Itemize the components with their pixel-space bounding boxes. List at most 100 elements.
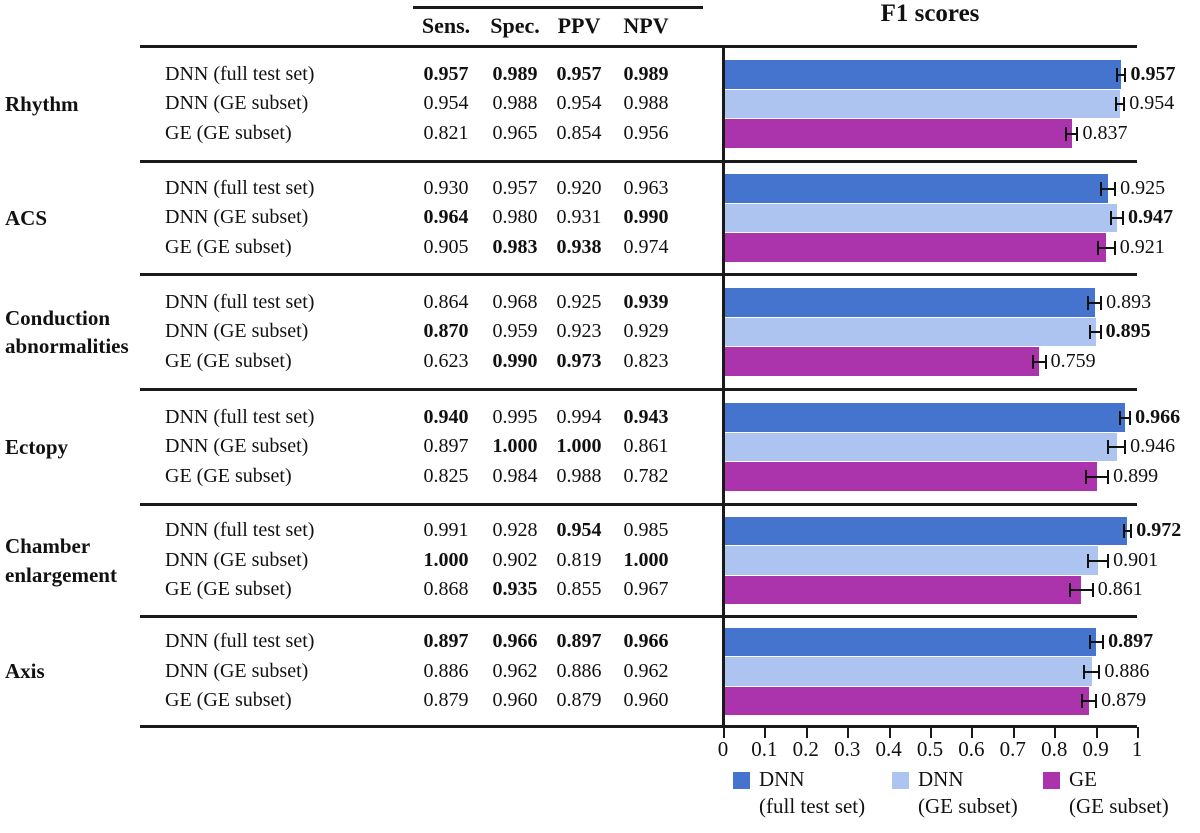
chart-y-axis-line bbox=[722, 45, 725, 728]
x-axis-tick bbox=[764, 727, 767, 738]
metric-value: 0.959 bbox=[492, 320, 538, 343]
error-bar bbox=[1107, 440, 1127, 454]
f1-bar bbox=[725, 462, 1098, 491]
model-label: GE (GE subset) bbox=[165, 578, 292, 601]
metric-value: 0.988 bbox=[623, 92, 669, 115]
f1-value-label: 0.925 bbox=[1120, 176, 1166, 199]
x-axis-tick bbox=[1012, 727, 1015, 738]
legend-label-detail: (full test set) bbox=[759, 794, 866, 818]
error-bar bbox=[1086, 553, 1110, 568]
metric-value: 0.962 bbox=[492, 659, 538, 682]
metric-value: 0.994 bbox=[556, 405, 602, 428]
metric-value: 0.991 bbox=[423, 519, 469, 542]
model-label: GE (GE subset) bbox=[165, 349, 292, 372]
metric-header-rule bbox=[413, 6, 703, 9]
metric-value: 0.861 bbox=[623, 435, 669, 458]
error-bar bbox=[1064, 126, 1079, 141]
metric-value: 0.957 bbox=[423, 62, 469, 85]
x-axis-tick bbox=[1095, 727, 1098, 738]
f1-value-label: 0.879 bbox=[1101, 689, 1147, 712]
metric-value: 1.000 bbox=[623, 548, 669, 571]
legend-swatch bbox=[733, 772, 750, 789]
metric-value: 0.990 bbox=[492, 349, 538, 372]
metric-value: 1.000 bbox=[492, 435, 538, 458]
table-row: GE (GE subset) 0.821 0.965 0.854 0.956 0.837 bbox=[0, 119, 1200, 149]
table-row: DNN (full test set) 0.864 0.968 0.925 0.939 0… bbox=[0, 288, 1200, 318]
metric-value: 1.000 bbox=[556, 435, 602, 458]
metric-value: 0.879 bbox=[423, 689, 469, 712]
model-label: DNN (full test set) bbox=[165, 290, 315, 313]
metric-value: 0.879 bbox=[556, 689, 602, 712]
category-label: Axis bbox=[5, 659, 45, 684]
metric-value: 0.954 bbox=[556, 519, 602, 542]
category-group: Ectopy DNN (full test set) 0.940 0.995 0.994… bbox=[0, 391, 1200, 503]
error-bar bbox=[1114, 97, 1126, 111]
f1-bar bbox=[725, 546, 1098, 575]
table-bottom-rule bbox=[140, 725, 1137, 728]
metric-value: 0.974 bbox=[623, 235, 669, 258]
table-top-rule bbox=[140, 45, 1137, 48]
f1-value-label: 0.957 bbox=[1130, 62, 1176, 85]
category-label: Ectopy bbox=[5, 434, 68, 459]
metric-value: 0.940 bbox=[423, 405, 469, 428]
metric-value: 0.929 bbox=[623, 320, 669, 343]
metric-value: 0.985 bbox=[623, 519, 669, 542]
model-label: DNN (GE subset) bbox=[165, 435, 309, 458]
metric-value: 0.956 bbox=[623, 121, 669, 144]
x-axis-tick bbox=[930, 727, 932, 738]
f1-bar bbox=[725, 432, 1117, 462]
x-axis-tick-label: 0.3 bbox=[834, 737, 861, 761]
f1-bar bbox=[725, 575, 1082, 605]
metric-header-spec: Spec. bbox=[490, 13, 540, 38]
table-row: DNN (full test set) 0.957 0.989 0.957 0.989 0… bbox=[0, 60, 1200, 90]
model-label: DNN (full test set) bbox=[165, 519, 315, 542]
metric-value: 0.902 bbox=[492, 548, 538, 571]
f1-value-label: 0.972 bbox=[1136, 519, 1182, 542]
metric-value: 0.886 bbox=[423, 659, 469, 682]
metric-value: 0.939 bbox=[623, 290, 669, 313]
metric-value: 0.989 bbox=[492, 62, 538, 85]
legend-label-series: GE bbox=[1069, 767, 1097, 791]
metric-value: 0.957 bbox=[556, 62, 602, 85]
metric-value: 0.989 bbox=[623, 62, 669, 85]
metric-value: 0.905 bbox=[423, 235, 469, 258]
metric-value: 0.864 bbox=[423, 290, 469, 313]
metric-value: 0.821 bbox=[423, 121, 469, 144]
metric-value: 0.995 bbox=[492, 405, 538, 428]
f1-value-label: 0.893 bbox=[1106, 290, 1152, 313]
f1-value-label: 0.899 bbox=[1113, 464, 1159, 487]
legend-label: DNN (GE subset) bbox=[918, 766, 1018, 820]
x-axis-tick-label: 0.1 bbox=[751, 737, 778, 761]
model-label: GE (GE subset) bbox=[165, 689, 292, 712]
f1-value-label: 0.947 bbox=[1128, 206, 1174, 229]
legend-label-series: DNN bbox=[918, 767, 964, 791]
metric-value: 0.980 bbox=[492, 206, 538, 229]
metric-value: 0.825 bbox=[423, 464, 469, 487]
f1-value-label: 0.837 bbox=[1082, 121, 1128, 144]
x-axis-tick bbox=[805, 727, 808, 738]
x-axis-tick bbox=[847, 727, 850, 738]
metric-header-npv: NPV bbox=[623, 13, 669, 38]
error-bar bbox=[1069, 583, 1094, 597]
f1-bar bbox=[725, 516, 1128, 546]
metric-value: 0.990 bbox=[623, 206, 669, 229]
table-row: DNN (GE subset) 0.897 1.000 1.000 0.861 0.946 bbox=[0, 432, 1200, 462]
model-label: GE (GE subset) bbox=[165, 464, 292, 487]
legend-swatch bbox=[1043, 772, 1060, 789]
category-group: Chamber enlargement DNN (full test set) 0.… bbox=[0, 506, 1200, 615]
metric-header-ppv: PPV bbox=[557, 13, 601, 38]
error-bar bbox=[1118, 410, 1132, 425]
f1-bar bbox=[725, 174, 1108, 203]
metric-value: 0.966 bbox=[623, 630, 669, 653]
error-bar bbox=[1110, 211, 1124, 225]
metric-value: 0.988 bbox=[556, 464, 602, 487]
metric-value: 0.870 bbox=[423, 320, 469, 343]
f1-bar bbox=[725, 89, 1120, 119]
metric-value: 0.966 bbox=[492, 630, 538, 653]
f1-value-label: 0.946 bbox=[1130, 435, 1176, 458]
x-axis-tick bbox=[1054, 727, 1057, 738]
error-bar bbox=[1080, 694, 1098, 708]
x-axis-tick-label: 0.6 bbox=[958, 737, 985, 761]
table-row: DNN (full test set) 0.897 0.966 0.897 0.966 0… bbox=[0, 627, 1200, 657]
legend-label-series: DNN bbox=[759, 767, 805, 791]
